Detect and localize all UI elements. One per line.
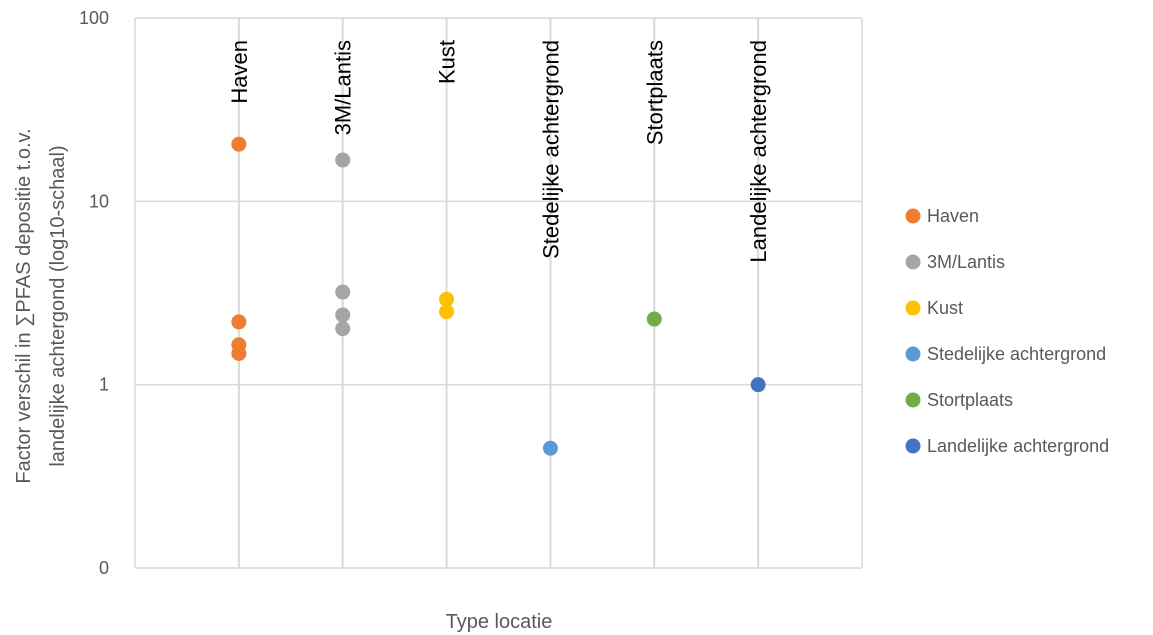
data-point xyxy=(750,377,766,393)
y-tick-label: 0 xyxy=(99,558,109,578)
category-label: Stortplaats xyxy=(642,40,667,145)
data-point xyxy=(542,440,558,456)
legend-item: 3M/Lantis xyxy=(905,252,1005,272)
legend: Haven 3M/Lantis Kust Stedelijke achtergrond… xyxy=(905,206,1109,456)
data-point xyxy=(335,307,351,323)
y-axis-title-line-1: Factor verschil in ∑PFAS depositie t.o.v… xyxy=(13,128,35,483)
data-point xyxy=(335,284,351,300)
legend-item: Stortplaats xyxy=(905,390,1013,410)
data-point xyxy=(335,152,351,168)
legend-label: Haven xyxy=(927,206,979,226)
category-label: 3M/Lantis xyxy=(331,40,356,135)
legend-marker xyxy=(905,300,921,316)
y-tick-label: 1 xyxy=(99,375,109,395)
y-axis-ticks: 0 1 10 100 xyxy=(79,8,109,578)
y-tick-label: 100 xyxy=(79,8,109,28)
data-point xyxy=(439,304,455,320)
legend-item: Landelijke achtergrond xyxy=(905,436,1109,456)
legend-item: Kust xyxy=(905,298,963,318)
data-point xyxy=(439,291,455,307)
gridlines xyxy=(134,17,863,569)
y-axis-title-line-2: landelijke achtergond (log10-schaal) xyxy=(47,145,69,466)
legend-label: Stedelijke achtergrond xyxy=(927,344,1106,364)
category-labels: Haven 3M/Lantis Kust Stedelijke achtergrond… xyxy=(227,40,771,263)
legend-marker xyxy=(905,392,921,408)
data-point xyxy=(231,345,247,361)
legend-item: Haven xyxy=(905,206,979,226)
legend-marker xyxy=(905,208,921,224)
y-tick-label: 10 xyxy=(89,191,109,211)
category-label: Haven xyxy=(227,40,252,104)
category-label: Landelijke achtergrond xyxy=(746,40,771,263)
category-lines xyxy=(237,18,760,568)
data-point xyxy=(646,311,662,327)
data-point xyxy=(231,314,247,330)
legend-label: Kust xyxy=(927,298,963,318)
x-axis-title: Type locatie xyxy=(446,611,553,633)
data-point xyxy=(335,321,351,337)
legend-label: Landelijke achtergrond xyxy=(927,436,1109,456)
category-label: Kust xyxy=(435,40,460,84)
category-label: Stedelijke achtergrond xyxy=(538,40,563,259)
data-points xyxy=(231,136,766,456)
data-point xyxy=(231,136,247,152)
legend-marker xyxy=(905,438,921,454)
legend-item: Stedelijke achtergrond xyxy=(905,344,1106,364)
legend-label: 3M/Lantis xyxy=(927,252,1005,272)
legend-label: Stortplaats xyxy=(927,390,1013,410)
y-axis-title: Factor verschil in ∑PFAS depositie t.o.v… xyxy=(13,128,69,483)
legend-marker xyxy=(905,346,921,362)
legend-marker xyxy=(905,254,921,270)
